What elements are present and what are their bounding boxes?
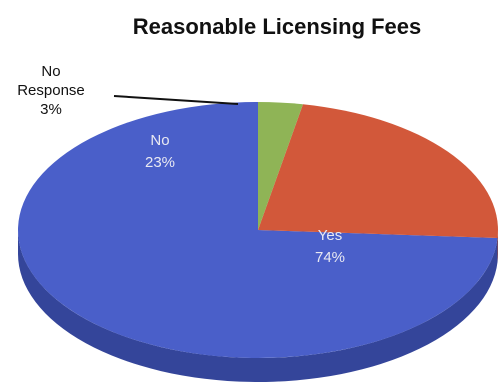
pie-slice-no-response: [258, 102, 303, 230]
slice-value-no: 23%: [145, 154, 175, 171]
slice-label-no: No: [150, 132, 169, 149]
callout-label-no-response: No Response 3%: [10, 62, 92, 119]
pie-top-layer: [18, 102, 498, 358]
pie-side-yes: [18, 230, 498, 383]
slice-value-yes: 74%: [315, 249, 345, 266]
callout-leader-line: [113, 95, 239, 105]
callout-line-3: 3%: [40, 101, 62, 118]
chart-title: Reasonable Licensing Fees: [132, 14, 422, 39]
pie-slice-no: [258, 104, 498, 239]
pie-labels-layer: Yes 74% No 23%: [145, 132, 345, 266]
callout-line-1: No: [41, 63, 61, 80]
slice-label-yes: Yes: [318, 227, 342, 244]
pie-slice-yes: [18, 102, 498, 358]
callout-line-2: Response: [17, 82, 85, 99]
